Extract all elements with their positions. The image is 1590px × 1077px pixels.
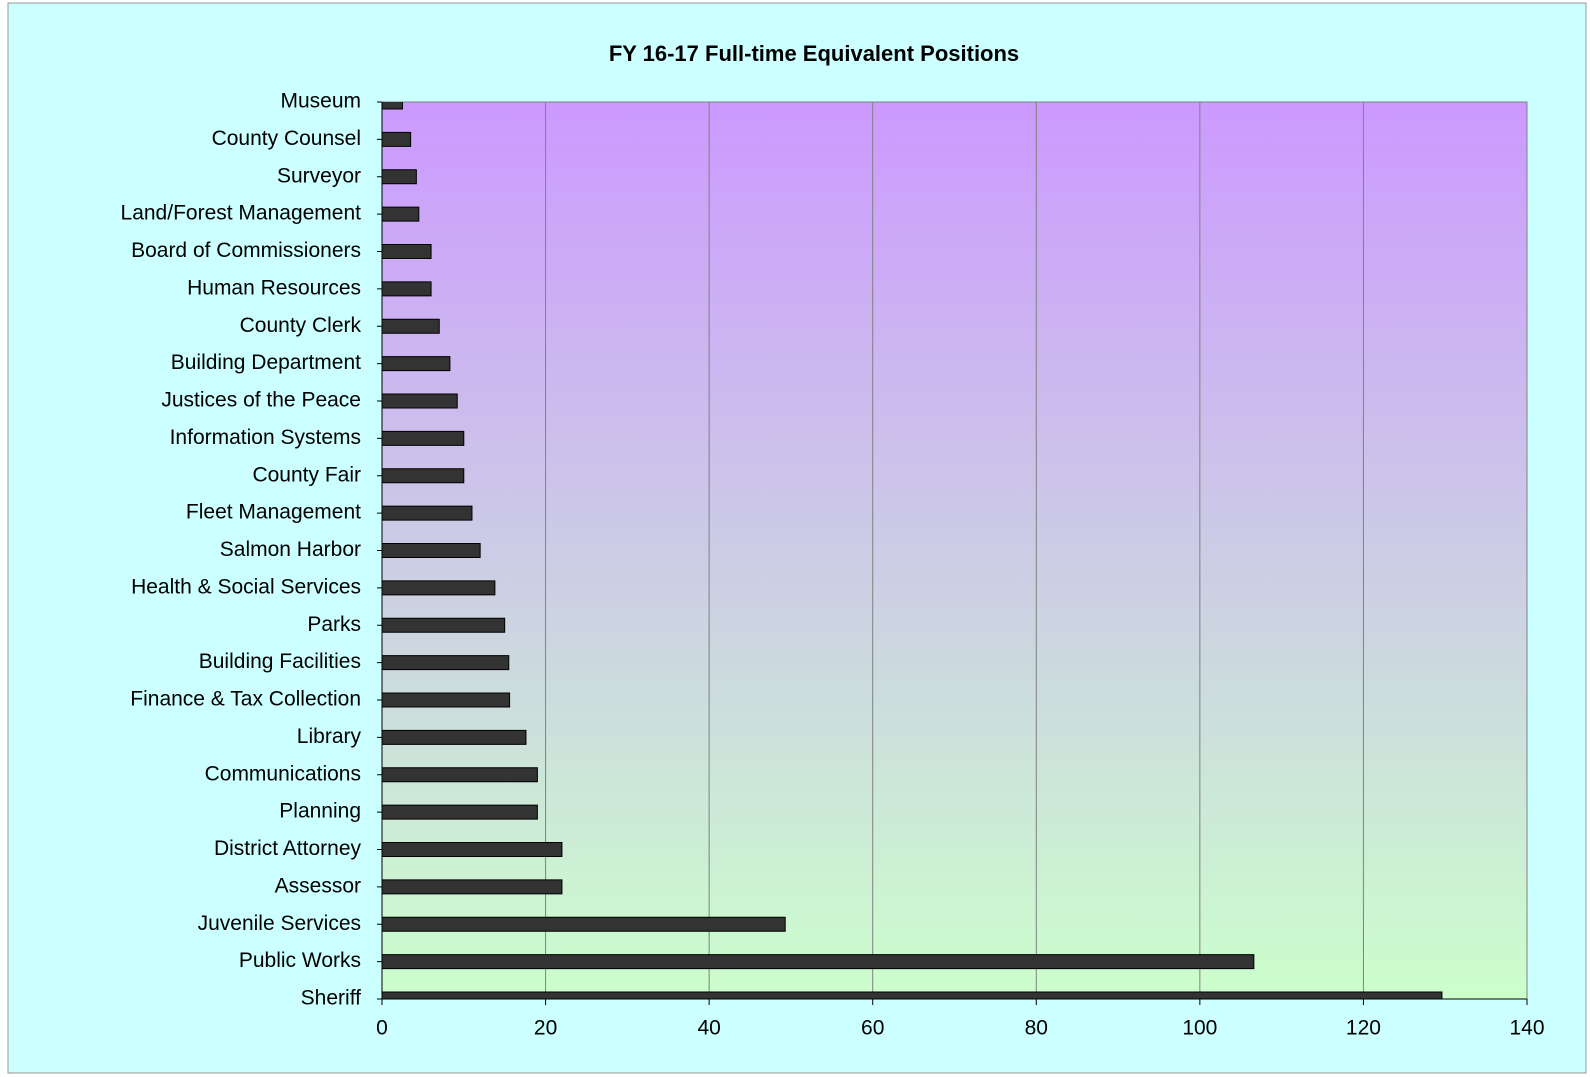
y-tick-label: Juvenile Services (198, 912, 361, 935)
x-tick-label: 60 (861, 1017, 884, 1040)
bar (382, 804, 538, 820)
y-tick-label: Assessor (275, 874, 361, 897)
y-tick-label: Board of Commissioners (131, 239, 361, 262)
y-tick-label: Justices of the Peace (161, 389, 361, 412)
x-tick-label: 0 (376, 1017, 388, 1040)
bar (382, 131, 412, 147)
y-tick-label: District Attorney (214, 837, 362, 860)
y-tick-label: County Fair (252, 463, 361, 486)
bar (382, 767, 538, 783)
y-tick-label: Communications (205, 762, 361, 785)
bar (382, 842, 563, 857)
y-tick-label: Finance & Tax Collection (130, 688, 361, 711)
bar (382, 655, 510, 671)
y-tick-label: Surveyor (277, 164, 361, 187)
bar (382, 916, 786, 932)
x-tick-label: 120 (1346, 1017, 1381, 1040)
bar (382, 393, 458, 409)
y-tick-label: Salmon Harbor (220, 538, 361, 561)
x-tick-label: 40 (697, 1017, 720, 1040)
bar (382, 954, 1255, 970)
bar (382, 729, 527, 745)
bar (382, 244, 432, 259)
bar (382, 318, 440, 334)
y-tick-label: County Counsel (212, 127, 361, 150)
y-tick-label: Parks (307, 613, 361, 636)
bar (382, 580, 496, 596)
y-tick-label: Building Department (171, 351, 361, 374)
bar (382, 543, 481, 558)
bar (382, 879, 563, 895)
y-tick-label: Land/Forest Management (121, 202, 362, 225)
bar (382, 991, 1443, 999)
x-tick-label: 140 (1509, 1017, 1544, 1040)
y-tick-label: Information Systems (170, 426, 361, 449)
plot-area (381, 101, 1528, 1000)
bar (382, 617, 506, 633)
bar (382, 468, 465, 484)
bar (382, 169, 417, 185)
y-tick-label: Human Resources (187, 276, 361, 299)
y-tick-label: Museum (280, 90, 361, 113)
y-tick-label: Library (297, 725, 362, 748)
x-tick-label: 20 (534, 1017, 557, 1040)
bar (382, 505, 473, 521)
x-tick-label: 100 (1182, 1017, 1217, 1040)
x-tick-label: 80 (1025, 1017, 1048, 1040)
chart-title: FY 16-17 Full-time Equivalent Positions (609, 41, 1019, 66)
y-tick-label: Building Facilities (199, 650, 361, 673)
bar (382, 281, 432, 297)
bar (382, 102, 403, 110)
y-tick-label: County Clerk (240, 314, 362, 337)
y-tick-label: Planning (279, 800, 361, 823)
bar (382, 356, 451, 372)
y-tick-label: Health & Social Services (131, 575, 361, 598)
y-tick-label: Fleet Management (186, 501, 361, 524)
bar (382, 430, 465, 446)
bar (382, 206, 420, 222)
bar (382, 692, 511, 708)
y-tick-label: Public Works (239, 949, 361, 972)
y-tick-label: Sheriff (301, 987, 361, 1010)
